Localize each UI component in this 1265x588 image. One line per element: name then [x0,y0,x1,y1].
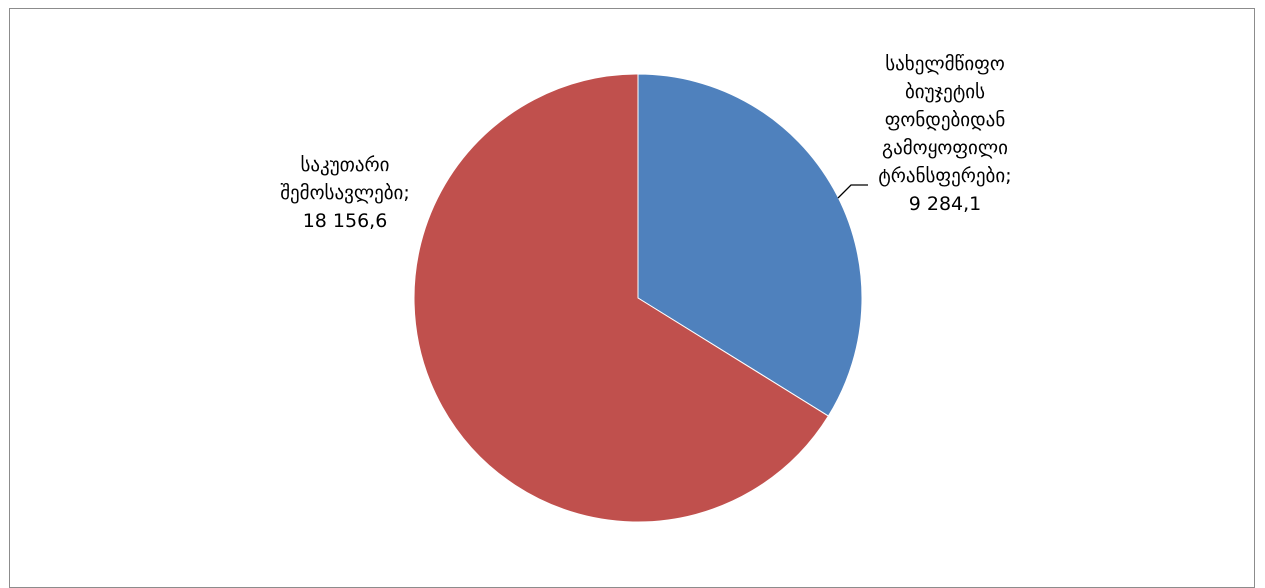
data-label-line: გამოყოფილი [882,137,1008,159]
data-label-value: 9 284,1 [908,193,982,215]
data-label-line: სახელმწიფო [885,53,1005,75]
data-label-line: ტრანსფერები; [878,165,1012,187]
pie-slice-own-revenues [413,73,830,523]
data-label-line: ბიუჯეტის [904,81,986,103]
data-label-value: 18 156,6 [302,210,388,232]
pie-slice-transfers [637,73,863,417]
data-label-line: შემოსავლები; [280,182,410,204]
pie-slices [413,73,863,523]
data-label-transfers: სახელმწიფო ბიუჯეტის ფონდებიდან გამოყოფილ… [850,50,1040,218]
data-label-line: საკუთარი [300,154,390,176]
data-label-line: ფონდებიდან [884,109,1006,131]
pie-chart [413,73,868,523]
leader-line-transfers [837,184,868,199]
data-label-own-revenues: საკუთარი შემოსავლები; 18 156,6 [250,151,440,235]
chart-area: სახელმწიფო ბიუჯეტის ფონდებიდან გამოყოფილ… [9,8,1255,588]
